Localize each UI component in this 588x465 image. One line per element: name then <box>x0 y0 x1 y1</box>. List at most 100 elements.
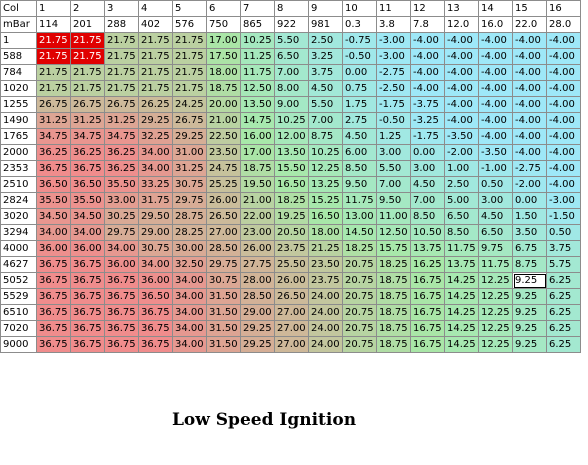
map-cell[interactable]: 6.50 <box>274 48 309 65</box>
map-cell[interactable]: 26.75 <box>70 96 105 113</box>
map-cell[interactable]: 0.50 <box>478 176 513 193</box>
map-cell[interactable]: 9.75 <box>478 240 513 257</box>
map-cell[interactable]: 14.25 <box>444 320 479 337</box>
map-cell[interactable]: 26.75 <box>172 112 207 129</box>
map-cell[interactable]: -4.00 <box>410 80 445 97</box>
map-cell[interactable]: 36.75 <box>70 288 105 305</box>
map-cell[interactable]: -4.00 <box>546 48 581 65</box>
map-cell[interactable]: 20.75 <box>342 304 377 321</box>
map-cell[interactable]: 12.25 <box>478 272 513 289</box>
map-cell[interactable]: 26.75 <box>36 96 71 113</box>
map-cell[interactable]: 29.25 <box>240 336 275 353</box>
map-cell[interactable]: -4.00 <box>444 64 479 81</box>
map-cell[interactable]: 36.75 <box>138 304 173 321</box>
map-cell[interactable]: 36.75 <box>70 256 105 273</box>
map-cell[interactable]: -4.00 <box>546 128 581 145</box>
map-cell[interactable]: 3.75 <box>546 240 581 257</box>
map-cell[interactable]: 16.50 <box>274 176 309 193</box>
map-cell[interactable]: -4.00 <box>444 48 479 65</box>
map-cell[interactable]: -4.00 <box>512 48 547 65</box>
map-cell[interactable]: 8.50 <box>444 224 479 241</box>
map-cell[interactable]: -3.50 <box>444 128 479 145</box>
map-cell[interactable]: 21.75 <box>104 80 139 97</box>
map-cell[interactable]: 16.75 <box>410 272 445 289</box>
map-cell[interactable]: 29.75 <box>104 224 139 241</box>
map-cell[interactable]: 36.75 <box>138 336 173 353</box>
map-cell[interactable]: 21.75 <box>172 80 207 97</box>
map-cell[interactable]: 36.75 <box>70 336 105 353</box>
map-cell[interactable]: 11.75 <box>342 192 377 209</box>
map-cell[interactable]: 18.75 <box>240 160 275 177</box>
map-cell[interactable]: 16.00 <box>240 128 275 145</box>
map-cell[interactable]: 17.00 <box>240 144 275 161</box>
map-cell[interactable]: 5.50 <box>308 96 343 113</box>
map-cell[interactable]: 18.75 <box>376 272 411 289</box>
map-cell[interactable]: -4.00 <box>444 112 479 129</box>
map-cell[interactable]: 31.25 <box>172 160 207 177</box>
map-cell[interactable]: 0.75 <box>342 80 377 97</box>
map-cell[interactable]: -4.00 <box>478 48 513 65</box>
map-cell[interactable]: -4.00 <box>478 96 513 113</box>
map-cell[interactable]: 3.00 <box>478 192 513 209</box>
map-cell[interactable]: 21.75 <box>70 64 105 81</box>
map-cell[interactable]: 31.50 <box>206 336 241 353</box>
map-cell[interactable]: -4.00 <box>546 64 581 81</box>
map-cell[interactable]: 36.75 <box>36 160 71 177</box>
map-cell[interactable]: -4.00 <box>546 176 581 193</box>
map-cell[interactable]: 21.75 <box>172 64 207 81</box>
map-cell[interactable]: 11.75 <box>240 64 275 81</box>
map-cell[interactable]: -3.25 <box>410 112 445 129</box>
map-cell[interactable]: 21.75 <box>138 64 173 81</box>
map-cell[interactable]: 32.25 <box>138 128 173 145</box>
map-cell[interactable]: 13.75 <box>410 240 445 257</box>
map-cell[interactable]: 34.00 <box>36 224 71 241</box>
map-cell[interactable]: 1.25 <box>376 128 411 145</box>
map-cell[interactable]: -4.00 <box>444 32 479 49</box>
map-cell[interactable]: 2.75 <box>342 112 377 129</box>
map-cell[interactable]: 34.00 <box>138 256 173 273</box>
map-cell[interactable]: 36.75 <box>36 288 71 305</box>
map-cell[interactable]: -4.00 <box>478 80 513 97</box>
map-cell[interactable]: 31.50 <box>206 304 241 321</box>
map-cell[interactable]: 36.75 <box>104 272 139 289</box>
map-cell[interactable]: 36.75 <box>104 336 139 353</box>
map-cell[interactable]: -2.75 <box>512 160 547 177</box>
map-cell[interactable]: 26.25 <box>138 96 173 113</box>
map-cell[interactable]: 18.00 <box>206 64 241 81</box>
map-cell[interactable]: 24.00 <box>308 320 343 337</box>
map-cell[interactable]: -4.00 <box>410 32 445 49</box>
map-cell[interactable]: -4.00 <box>546 80 581 97</box>
map-cell[interactable]: -3.00 <box>376 48 411 65</box>
map-cell[interactable]: 26.00 <box>206 192 241 209</box>
map-cell[interactable]: 36.25 <box>104 160 139 177</box>
map-cell[interactable]: -4.00 <box>512 64 547 81</box>
map-cell[interactable]: 31.25 <box>36 112 71 129</box>
map-cell[interactable]: 1.50 <box>512 208 547 225</box>
map-cell[interactable]: 4.50 <box>342 128 377 145</box>
map-cell[interactable]: 36.00 <box>138 272 173 289</box>
map-cell[interactable]: -1.75 <box>376 96 411 113</box>
map-cell[interactable]: -4.00 <box>478 64 513 81</box>
map-cell[interactable]: -4.00 <box>546 96 581 113</box>
map-cell[interactable]: 20.75 <box>342 288 377 305</box>
map-cell[interactable]: 9.25 <box>512 288 547 305</box>
map-cell[interactable]: 35.50 <box>104 176 139 193</box>
map-cell[interactable]: 31.00 <box>172 144 207 161</box>
map-cell[interactable]: 15.50 <box>274 160 309 177</box>
map-cell[interactable]: 7.00 <box>376 176 411 193</box>
map-cell[interactable]: 3.00 <box>410 160 445 177</box>
map-cell[interactable]: 19.50 <box>240 176 275 193</box>
map-cell[interactable]: -4.00 <box>546 144 581 161</box>
map-cell[interactable]: 9.25 <box>512 336 547 353</box>
map-cell[interactable]: 6.25 <box>546 320 581 337</box>
map-cell[interactable]: 31.25 <box>70 112 105 129</box>
map-cell[interactable]: 20.75 <box>342 256 377 273</box>
map-cell[interactable]: -4.00 <box>478 112 513 129</box>
map-cell[interactable]: 36.75 <box>36 320 71 337</box>
map-cell[interactable]: 20.75 <box>342 336 377 353</box>
map-cell[interactable]: 26.50 <box>206 208 241 225</box>
map-cell[interactable]: 36.00 <box>104 256 139 273</box>
map-cell[interactable]: 13.50 <box>240 96 275 113</box>
map-cell[interactable]: 27.00 <box>274 304 309 321</box>
map-cell[interactable]: 22.50 <box>206 128 241 145</box>
